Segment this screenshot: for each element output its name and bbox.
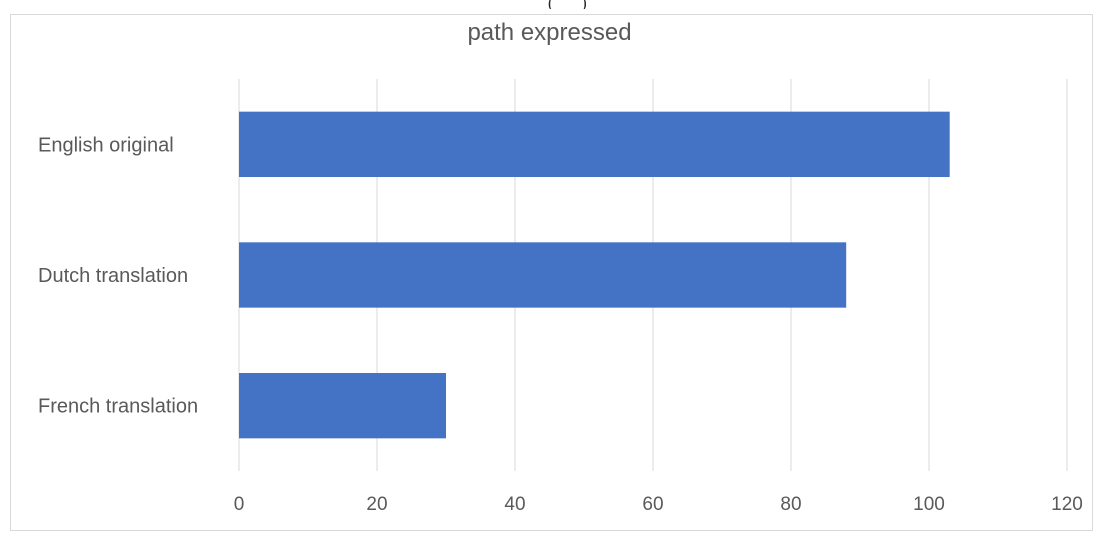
bar-english-original xyxy=(239,111,950,177)
x-tick-label-120: 120 xyxy=(1051,494,1083,515)
x-tick-label-20: 20 xyxy=(366,494,387,515)
bar-dutch-translation xyxy=(239,242,847,308)
category-label-french-translation: French translation xyxy=(38,396,198,418)
x-tick-label-60: 60 xyxy=(642,494,663,515)
bar-french-translation xyxy=(239,373,446,439)
category-label-dutch-translation: Dutch translation xyxy=(38,265,188,287)
cropped-caption-fragment: ( ) xyxy=(548,0,587,9)
x-tick-label-100: 100 xyxy=(913,494,945,515)
chart-title: path expressed xyxy=(467,19,632,46)
category-label-english-original: English original xyxy=(38,134,174,156)
top-crop xyxy=(0,0,1099,14)
x-tick-label-80: 80 xyxy=(780,494,801,515)
x-tick-label-0: 0 xyxy=(234,494,245,515)
x-tick-label-40: 40 xyxy=(504,494,525,515)
